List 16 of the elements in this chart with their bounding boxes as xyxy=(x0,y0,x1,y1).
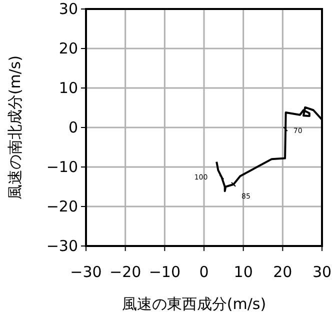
x-tick-label: −20 xyxy=(110,263,142,281)
x-tick-label: −30 xyxy=(70,263,102,281)
y-tick-label: 10 xyxy=(58,79,78,97)
x-tick-label: 0 xyxy=(199,263,209,281)
x-tick-label: 20 xyxy=(273,263,292,281)
y-tick-label: −30 xyxy=(46,237,78,255)
x-tick-label: 10 xyxy=(234,263,253,281)
y-tick-label: 30 xyxy=(58,0,78,18)
y-tick-label: −20 xyxy=(46,198,78,216)
y-tick-label: 0 xyxy=(68,118,78,136)
y-tick-label: −10 xyxy=(46,158,78,176)
y-axis-title: 風速の南北成分(m/s) xyxy=(6,55,24,200)
x-tick-label: 30 xyxy=(312,263,332,281)
y-tick-label: 20 xyxy=(58,40,78,58)
x-tick-label: −10 xyxy=(148,263,180,281)
x-axis-title: 風速の東西成分(m/s) xyxy=(122,295,266,313)
